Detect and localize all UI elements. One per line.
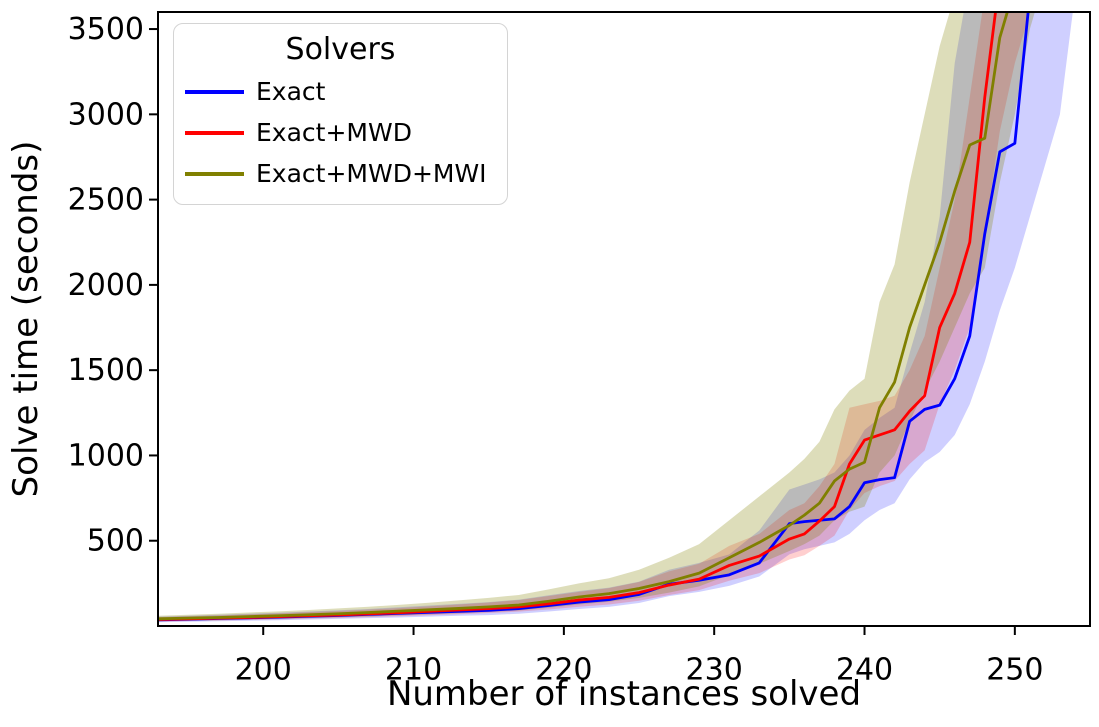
plot-region <box>158 12 1073 623</box>
y-axis-label: Solve time (seconds) <box>6 140 46 498</box>
confidence-band-Exact+MWD+MWI <box>158 12 1035 622</box>
axes-spine <box>157 11 1091 627</box>
x-tick-label: 250 <box>986 653 1043 688</box>
y-tick-label: 3000 <box>68 97 144 132</box>
legend: Solvers Exact Exact+MWD Exact+MWD+MWI <box>173 23 508 205</box>
legend-title: Solvers <box>285 32 396 67</box>
y-tick-label: 2500 <box>68 183 144 218</box>
x-tick-label: 220 <box>535 653 592 688</box>
legend-entry-exact-mwd-mwi: Exact+MWD+MWI <box>174 153 507 194</box>
x-tick-label: 240 <box>836 653 893 688</box>
legend-entry-exact-mwd: Exact+MWD <box>174 112 507 153</box>
x-tick-label: 200 <box>235 653 292 688</box>
legend-line-sample-exact-mwd-mwi <box>185 171 244 176</box>
x-tick-label: 230 <box>686 653 743 688</box>
legend-label-exact: Exact <box>256 77 326 106</box>
y-tick-label: 2000 <box>68 268 144 303</box>
legend-line-sample-exact-mwd <box>185 130 244 135</box>
x-tick-label: 210 <box>385 653 442 688</box>
x-axis-label: Number of instances solved <box>386 674 862 714</box>
y-tick-label: 500 <box>87 524 144 559</box>
legend-entry-exact: Exact <box>174 71 507 112</box>
legend-label-exact-mwd: Exact+MWD <box>256 118 412 147</box>
y-tick-label: 1500 <box>68 353 144 388</box>
y-tick-label: 3500 <box>68 12 144 47</box>
legend-line-sample-exact <box>185 89 244 94</box>
confidence-band-Exact <box>158 12 1073 623</box>
legend-label-exact-mwd-mwi: Exact+MWD+MWI <box>256 159 487 188</box>
line-Exact+MWD+MWI <box>158 12 1009 621</box>
y-tick-label: 1000 <box>68 438 144 473</box>
